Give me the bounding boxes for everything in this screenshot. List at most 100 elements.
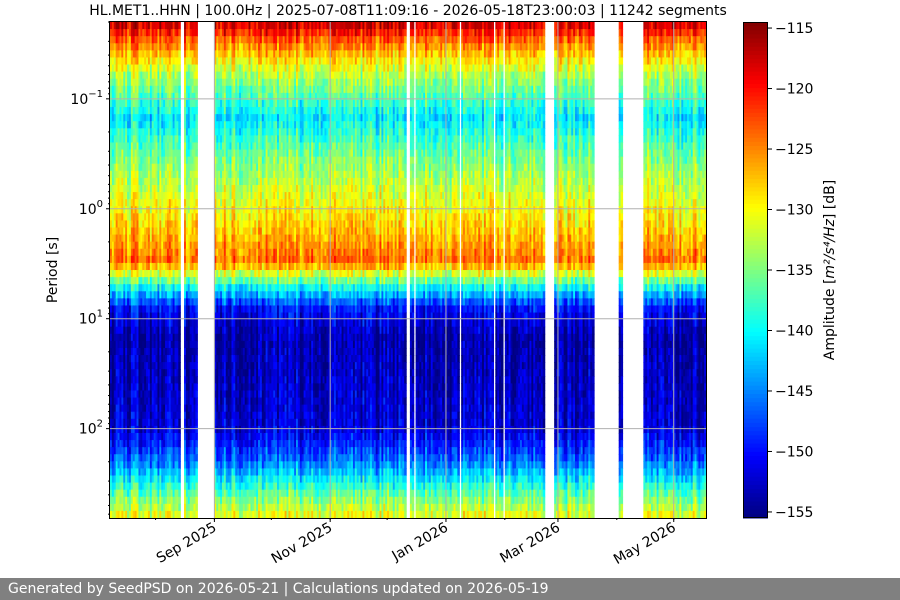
heatmap-cell: [195, 213, 198, 221]
heatmap-column: [195, 22, 198, 519]
heatmap-cell: [195, 93, 198, 101]
heatmap-cell: [195, 150, 198, 158]
heatmap-cell: [195, 461, 198, 469]
heatmap-cell: [195, 284, 198, 292]
heatmap-cell: [195, 511, 198, 519]
heatmap-cell: [195, 475, 198, 483]
heatmap-cell: [178, 29, 181, 37]
heatmap-cell: [178, 164, 181, 172]
heatmap-cell: [195, 164, 198, 172]
heatmap-cell: [195, 178, 198, 186]
heatmap-cell: [178, 320, 181, 328]
heatmap-cell: [195, 362, 198, 370]
heatmap-cell: [195, 447, 198, 455]
heatmap-cell: [178, 128, 181, 136]
heatmap-cell: [195, 419, 198, 427]
heatmap-cell: [195, 369, 198, 377]
heatmap-cell: [195, 291, 198, 299]
heatmap-cell: [178, 454, 181, 462]
heatmap-cell: [178, 157, 181, 165]
heatmap-cell: [178, 256, 181, 264]
heatmap-cell: [178, 142, 181, 150]
heatmap-cell: [178, 114, 181, 122]
heatmap-cell: [195, 114, 198, 122]
heatmap-cell: [195, 142, 198, 150]
heatmap-cell: [195, 79, 198, 87]
heatmap-cell: [195, 36, 198, 44]
heatmap-cell: [195, 348, 198, 356]
heatmap-cell: [195, 355, 198, 363]
heatmap-cell: [178, 412, 181, 420]
heatmap-cell: [195, 440, 198, 448]
heatmap-cell: [195, 29, 198, 37]
heatmap-cell: [195, 270, 198, 278]
heatmap-cell: [195, 454, 198, 462]
heatmap-cell: [195, 235, 198, 243]
heatmap-cell: [195, 192, 198, 200]
heatmap-cell: [178, 504, 181, 512]
heatmap-cell: [178, 93, 181, 101]
chart-title: HL.MET1..HHN | 100.0Hz | 2025-07-08T11:0…: [89, 3, 727, 19]
heatmap-cell: [178, 22, 181, 30]
heatmap-cell: [195, 220, 198, 228]
heatmap-cell: [195, 256, 198, 264]
heatmap-cell: [178, 483, 181, 491]
heatmap-cell: [178, 284, 181, 292]
heatmap-cell: [178, 334, 181, 342]
heatmap-cell: [178, 419, 181, 427]
heatmap-cell: [195, 249, 198, 257]
heatmap-cell: [195, 405, 198, 413]
heatmap-cell: [178, 327, 181, 335]
heatmap-cell: [178, 511, 181, 519]
heatmap-cell: [195, 199, 198, 207]
heatmap-cell: [195, 171, 198, 179]
heatmap-cell: [178, 348, 181, 356]
heatmap-cell: [195, 298, 198, 306]
heatmap-cell: [178, 220, 181, 228]
heatmap-cell: [178, 178, 181, 186]
heatmap-cell: [195, 100, 198, 108]
heatmap-cell: [178, 36, 181, 44]
heatmap-cell: [195, 277, 198, 285]
heatmap-cell: [178, 355, 181, 363]
heatmap-cell: [178, 341, 181, 349]
heatmap-cell: [195, 504, 198, 512]
heatmap-cell: [178, 398, 181, 406]
heatmap-cell: [178, 433, 181, 441]
heatmap-cell: [195, 206, 198, 214]
heatmap-cell: [178, 50, 181, 58]
heatmap-cell: [178, 369, 181, 377]
heatmap-cell: [178, 263, 181, 271]
heatmap-cell: [178, 490, 181, 498]
heatmap-cell: [195, 86, 198, 94]
heatmap-cell: [178, 242, 181, 250]
heatmap-cell: [178, 390, 181, 398]
heatmap-cell: [178, 426, 181, 434]
heatmap-cell: [195, 57, 198, 65]
heatmap-cell: [178, 305, 181, 313]
heatmap-cell: [178, 249, 181, 257]
heatmap-cell: [178, 468, 181, 476]
heatmap-cell: [178, 376, 181, 384]
heatmap-cell: [178, 206, 181, 214]
heatmap-cell: [195, 497, 198, 505]
heatmap-cell: [178, 65, 181, 73]
heatmap-cell: [195, 426, 198, 434]
heatmap-cell: [195, 121, 198, 129]
heatmap-cell: [178, 405, 181, 413]
heatmap-cell: [178, 213, 181, 221]
heatmap-cell: [195, 398, 198, 406]
heatmap-cell: [178, 192, 181, 200]
heatmap-cell: [195, 72, 198, 80]
heatmap-cell: [178, 121, 181, 129]
heatmap-cell: [178, 298, 181, 306]
heatmap-cell: [195, 43, 198, 51]
heatmap-cell: [178, 277, 181, 285]
heatmap-cell: [178, 57, 181, 65]
heatmap-cell: [195, 305, 198, 313]
heatmap-cell: [178, 199, 181, 207]
heatmap-cell: [178, 171, 181, 179]
heatmap-cell: [195, 412, 198, 420]
heatmap-cell: [178, 86, 181, 94]
